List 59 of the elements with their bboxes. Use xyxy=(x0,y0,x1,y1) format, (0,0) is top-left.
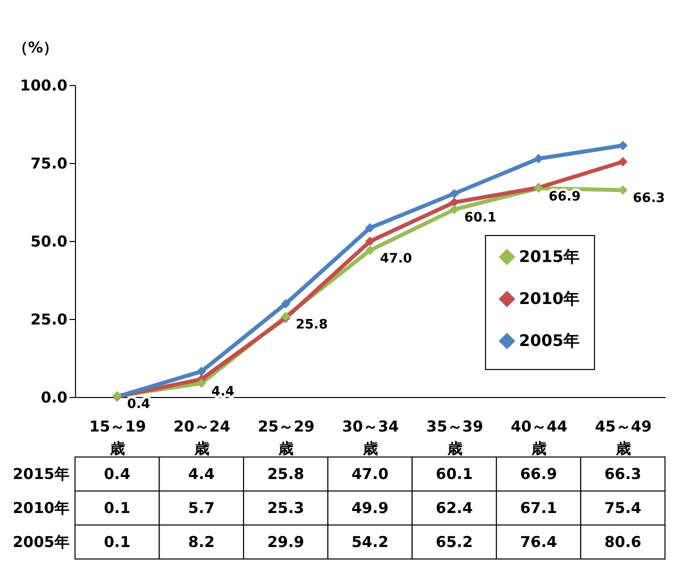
point xyxy=(280,298,290,308)
data-label: 62.4 xyxy=(436,499,473,517)
point xyxy=(534,154,544,164)
text: 47.0 xyxy=(380,251,412,266)
point xyxy=(618,157,628,166)
y-tick-label: 50.0 xyxy=(30,232,68,250)
text: 2005年 xyxy=(12,533,70,551)
text: 66.9 xyxy=(548,189,581,204)
data-label: 66.3 xyxy=(604,465,642,483)
y-axis-title: （%） xyxy=(12,38,58,56)
point xyxy=(450,204,460,214)
text: 4.4 xyxy=(211,384,234,400)
text: 2015年 xyxy=(12,465,70,483)
data-label: 47.0 xyxy=(351,465,389,483)
data-label: 76.4 xyxy=(520,533,558,551)
data-label: 75.4 xyxy=(604,499,642,517)
point xyxy=(618,140,628,150)
x-tick-label: 20～24歳 xyxy=(174,418,230,458)
point xyxy=(365,236,375,246)
point xyxy=(365,246,375,256)
data-label: 67.1 xyxy=(520,499,558,517)
x-tick-label: 30～34歳 xyxy=(342,418,399,458)
data-label: 80.6 xyxy=(604,533,642,551)
legend-label: 2005年 xyxy=(519,331,580,350)
data-label: 5.7 xyxy=(188,499,215,517)
data-label: 66.9 xyxy=(520,465,558,483)
y-tick-label: 75.0 xyxy=(30,154,68,172)
data-label: 54.2 xyxy=(351,533,389,551)
y-tick-label: 100.0 xyxy=(20,76,68,94)
data-label: 0.4 xyxy=(104,465,130,483)
x-tick-label: 45～49歳 xyxy=(594,418,652,458)
point xyxy=(365,223,375,233)
x-tick-label: 15～19歳 xyxy=(89,418,146,458)
text: 0.4 xyxy=(127,396,150,412)
data-label: 60.1 xyxy=(436,465,473,483)
data-label: 25.8 xyxy=(267,465,304,483)
data-label: 8.2 xyxy=(188,533,215,551)
point xyxy=(196,378,206,388)
data-label: 0.1 xyxy=(104,499,130,517)
text: 25.8 xyxy=(296,318,328,333)
data-label: 65.2 xyxy=(436,533,473,551)
data-label: 25.3 xyxy=(267,499,304,517)
text: 2010年 xyxy=(12,499,70,517)
point xyxy=(450,198,460,208)
x-tick-label: 25～29歳 xyxy=(258,418,315,458)
y-tick-label: 25.0 xyxy=(30,310,68,328)
data-label: 29.9 xyxy=(267,533,304,551)
point xyxy=(450,188,460,198)
x-tick-label: 35～39歳 xyxy=(426,418,484,458)
point xyxy=(196,366,206,376)
text: 60.1 xyxy=(464,210,496,226)
legend-label: 2015年 xyxy=(519,247,580,266)
x-tick-label: 40～44歳 xyxy=(510,418,568,458)
data-label: 49.9 xyxy=(351,499,389,517)
y-tick-label: 0.0 xyxy=(40,388,68,406)
text: 66.3 xyxy=(632,191,665,206)
legend-label: 2010年 xyxy=(519,289,580,308)
data-label: 4.4 xyxy=(188,465,215,483)
data-label: 0.1 xyxy=(104,533,130,551)
